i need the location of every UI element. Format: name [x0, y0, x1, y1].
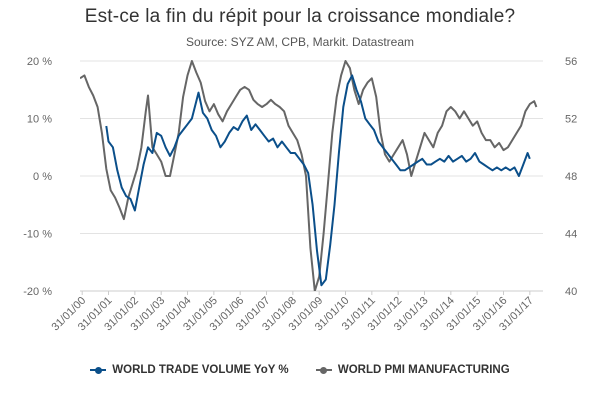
legend-item-trade[interactable]: WORLD TRADE VOLUME YoY %	[90, 364, 289, 376]
y-right-tick-label: 44	[565, 229, 577, 241]
chart-title: Est-ce la fin du répit pour la croissanc…	[84, 6, 516, 27]
y-left-tick-label: 20 %	[27, 56, 52, 68]
series-line-trade	[105, 74, 531, 287]
legend-label-trade: WORLD TRADE VOLUME YoY %	[112, 364, 289, 376]
legend-swatch-pmi-icon	[315, 365, 332, 375]
y-right-tick-label: 56	[565, 56, 577, 68]
y-right-tick-label: 52	[565, 114, 577, 126]
y-right-tick-label: 40	[565, 286, 577, 298]
chart-subtitle: Source: SYZ AM, CPB, Markit. Datastream	[185, 35, 415, 49]
series-line-pmi	[80, 60, 538, 291]
legend: WORLD TRADE VOLUME YoY % WORLD PMI MANUF…	[0, 364, 600, 378]
legend-label-pmi: WORLD PMI MANUFACTURING	[337, 364, 510, 376]
y-left-tick-label: 10 %	[27, 114, 52, 126]
legend-swatch-trade-icon	[90, 365, 107, 375]
y-right-tick-label: 48	[565, 171, 577, 183]
y-left-tick-label: -10 %	[23, 229, 52, 241]
y-left-tick-label: 0 %	[33, 171, 52, 183]
y-left-tick-label: -20 %	[23, 286, 52, 298]
legend-item-pmi[interactable]: WORLD PMI MANUFACTURING	[315, 364, 510, 376]
